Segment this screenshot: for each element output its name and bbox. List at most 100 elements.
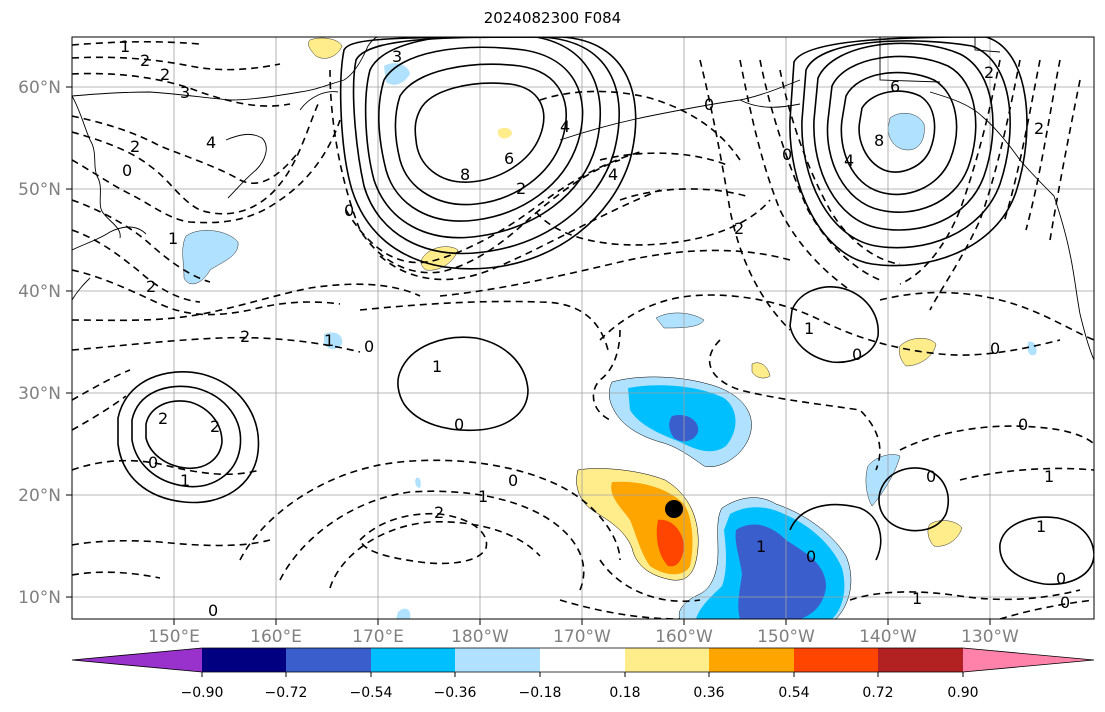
colorbar-tick-label: 0.18	[609, 685, 640, 701]
axis-ticks	[66, 86, 991, 625]
colorbar-segment	[202, 648, 286, 672]
colorbar-tick-label: −0.72	[265, 685, 308, 701]
contour-label: 1	[804, 319, 814, 338]
contour-label: 0	[1056, 569, 1066, 588]
contour-label: 1	[120, 37, 130, 56]
contour-label: 0	[344, 201, 354, 220]
colorbar-tick-label: −0.36	[434, 685, 477, 701]
colorbar-segment	[709, 648, 794, 672]
lon-label: 130°W	[961, 627, 1019, 647]
contour-label: 0	[806, 547, 816, 566]
contour-label: 0	[990, 339, 1000, 358]
lon-label: 170°E	[352, 627, 404, 647]
lat-label: 40°N	[18, 282, 61, 302]
colorbar-ticks: −0.90 −0.72 −0.54 −0.36 −0.18 0.18 0.36 …	[181, 685, 979, 701]
contour-label: 1	[180, 471, 190, 490]
colorbar-tick-label: −0.90	[181, 685, 224, 701]
lat-label: 30°N	[18, 384, 61, 404]
colorbar-segment	[286, 648, 371, 672]
lat-label: 60°N	[18, 78, 61, 98]
map-frame	[71, 36, 1095, 620]
colorbar	[71, 647, 1095, 677]
contour-label: 8	[874, 131, 884, 150]
shaded-field	[182, 37, 1037, 619]
plot-area: 1 2 2 3 2 0 4 8 6 4 3 2 4 0 6 8 4 2 0 2 …	[72, 37, 1094, 620]
contour-label: 1	[1044, 467, 1054, 486]
contour-labels: 1 2 2 3 2 0 4 8 6 4 3 2 4 0 6 8 4 2 0 2 …	[120, 37, 1070, 620]
contour-label: 1	[432, 357, 442, 376]
contour-label: 1	[912, 589, 922, 608]
lon-label: 150°W	[757, 627, 815, 647]
dashed-contours	[72, 40, 1094, 619]
colorbar-tick-label: 0.72	[862, 685, 893, 701]
contour-label: 0	[852, 345, 862, 364]
contour-label: 0	[704, 95, 714, 114]
lat-label: 20°N	[18, 486, 61, 506]
colorbar-extension-high	[963, 648, 1094, 672]
lon-label: 150°E	[148, 627, 200, 647]
contour-label: 0	[1060, 593, 1070, 612]
contour-label: 2	[160, 65, 170, 84]
contour-label: 2	[1034, 119, 1044, 138]
lon-label: 140°W	[859, 627, 917, 647]
contour-label: 2	[140, 51, 150, 70]
longitude-labels: 150°E 160°E 170°E 180°W 170°W 160°W 150°…	[148, 627, 1019, 647]
contour-label: 2	[158, 409, 168, 428]
contour-label: 1	[756, 537, 766, 556]
contour-label: 0	[926, 467, 936, 486]
contour-label: 1	[1036, 517, 1046, 536]
contour-label: 3	[180, 83, 190, 102]
storm-center-marker	[665, 500, 683, 518]
colorbar-tick-label: 0.36	[693, 685, 724, 701]
contour-label: 0	[364, 337, 374, 356]
colorbar-segment	[794, 648, 878, 672]
lat-label: 50°N	[18, 180, 61, 200]
contour-label: 1	[478, 487, 488, 506]
contour-label: 2	[734, 219, 744, 238]
colorbar-segment	[371, 648, 455, 672]
map-title: 2024082300 F084	[483, 9, 622, 27]
contour-label: 0	[782, 145, 792, 164]
lon-label: 160°W	[655, 627, 713, 647]
latitude-labels: 60°N 50°N 40°N 30°N 20°N 10°N	[18, 78, 61, 608]
contour-label: 1	[168, 229, 178, 248]
lat-label: 10°N	[18, 588, 61, 608]
contour-label: 2	[146, 277, 156, 296]
contour-label: 6	[890, 77, 900, 96]
colorbar-tick-label: 0.90	[947, 685, 978, 701]
colorbar-tick-label: 0.54	[778, 685, 809, 701]
contour-label: 8	[460, 165, 470, 184]
graticule	[72, 37, 1094, 619]
contour-label: 0	[508, 471, 518, 490]
contour-label: 4	[560, 117, 570, 136]
contour-label: 0	[208, 601, 218, 620]
contour-label: 2	[516, 179, 526, 198]
contour-label: 0	[148, 453, 158, 472]
contour-label: 2	[210, 417, 220, 436]
contour-label: 2	[130, 137, 140, 156]
contour-label: 2	[240, 327, 250, 346]
lon-label: 180°W	[451, 627, 509, 647]
contour-label: 4	[844, 151, 854, 170]
solid-contours	[117, 37, 1094, 586]
colorbar-segment	[540, 648, 625, 672]
colorbar-tick-label: −0.18	[519, 685, 562, 701]
contour-label: 6	[504, 149, 514, 168]
contour-label: 3	[392, 47, 402, 66]
colorbar-segment	[878, 648, 963, 672]
lon-label: 170°W	[553, 627, 611, 647]
colorbar-extension-low	[72, 648, 202, 672]
contour-label: 4	[206, 133, 216, 152]
contour-label: 0	[454, 415, 464, 434]
colorbar-segment	[625, 648, 709, 672]
contour-label: 2	[984, 63, 994, 82]
contour-label: 1	[324, 331, 334, 350]
colorbar-tick-label: −0.54	[350, 685, 393, 701]
colorbar-segment	[455, 648, 540, 672]
contour-label: 0	[122, 161, 132, 180]
coastlines	[72, 37, 1094, 361]
contour-label: 2	[434, 503, 444, 522]
lon-label: 160°E	[250, 627, 302, 647]
contour-label: 4	[608, 165, 618, 184]
